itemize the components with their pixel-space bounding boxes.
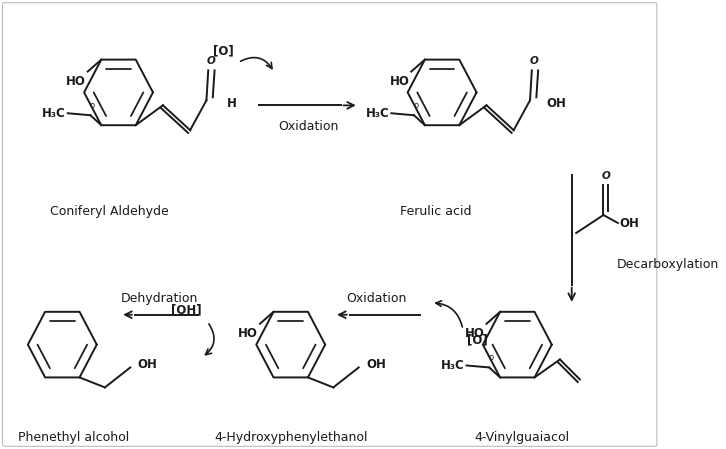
- Text: 4-Vinylguaiacol: 4-Vinylguaiacol: [474, 431, 569, 445]
- Text: Dehydration: Dehydration: [121, 292, 198, 305]
- Text: o: o: [489, 353, 494, 362]
- Text: OH: OH: [620, 216, 640, 229]
- Text: Ferulic acid: Ferulic acid: [400, 205, 471, 218]
- Text: Decarboxylation: Decarboxylation: [617, 258, 719, 271]
- Text: HO: HO: [66, 75, 86, 88]
- Text: H₃C: H₃C: [366, 107, 390, 120]
- Text: OH: OH: [366, 358, 386, 371]
- Text: Phenethyl alcohol: Phenethyl alcohol: [17, 431, 129, 445]
- Text: HO: HO: [238, 327, 258, 340]
- Text: O: O: [206, 57, 216, 66]
- Text: OH: OH: [547, 97, 566, 110]
- Text: Oxidation: Oxidation: [346, 292, 407, 305]
- Text: H₃C: H₃C: [42, 107, 66, 120]
- Text: o: o: [413, 101, 418, 110]
- Text: [O]: [O]: [468, 334, 488, 347]
- Text: o: o: [90, 101, 95, 110]
- Text: [OH]: [OH]: [171, 304, 202, 317]
- Text: OH: OH: [137, 358, 158, 371]
- Text: O: O: [530, 57, 539, 66]
- Text: HO: HO: [390, 75, 409, 88]
- Text: H: H: [227, 97, 236, 110]
- Text: Coniferyl Aldehyde: Coniferyl Aldehyde: [50, 205, 169, 218]
- Text: H₃C: H₃C: [441, 359, 465, 372]
- Text: HO: HO: [465, 327, 485, 340]
- Text: O: O: [602, 171, 611, 181]
- Text: [O]: [O]: [213, 44, 234, 57]
- Text: 4-Hydroxyphenylethanol: 4-Hydroxyphenylethanol: [214, 431, 367, 445]
- Text: Oxidation: Oxidation: [279, 120, 339, 133]
